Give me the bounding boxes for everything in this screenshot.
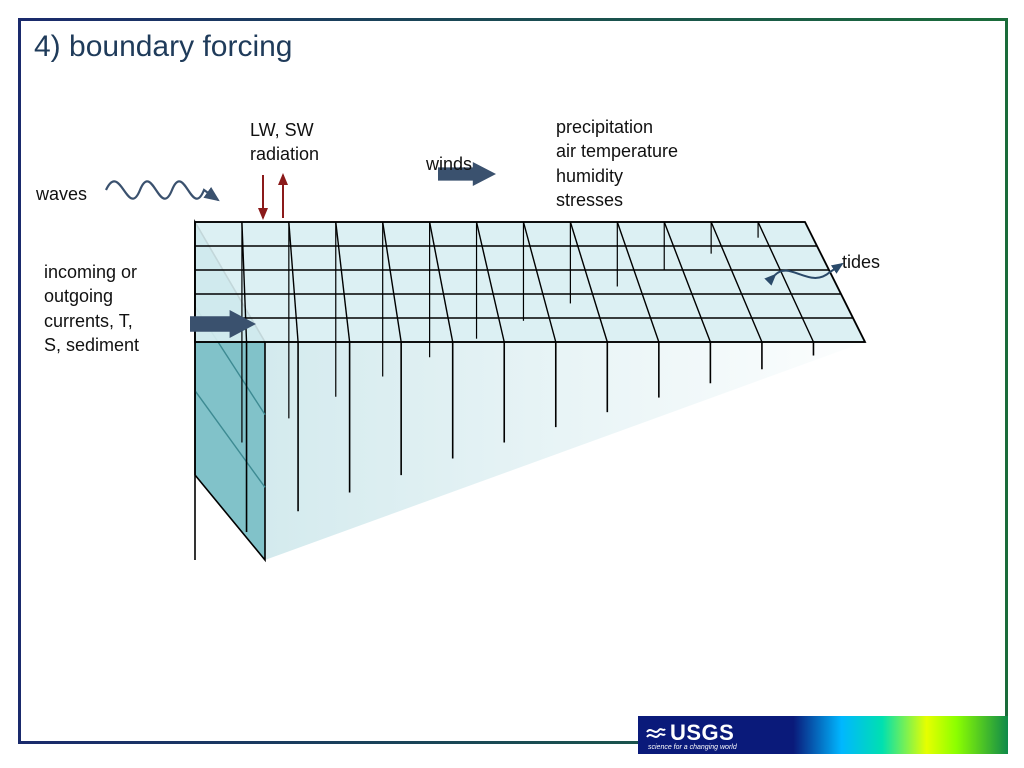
usgs-tagline: science for a changing world xyxy=(648,744,737,751)
diagram-canvas xyxy=(0,0,1024,768)
waves-label: waves xyxy=(36,182,87,206)
waves-icon xyxy=(106,181,218,200)
tides-label: tides xyxy=(842,250,880,274)
radiation-label: LW, SW radiation xyxy=(250,118,319,167)
currents-label: incoming or outgoing currents, T, S, sed… xyxy=(44,260,139,357)
usgs-logo: USGS xyxy=(646,720,737,746)
footer-logo-band: USGS science for a changing world xyxy=(638,716,1008,754)
ocean-mesh xyxy=(195,222,865,560)
usgs-wave-icon xyxy=(646,723,666,743)
winds-label: winds xyxy=(426,152,472,176)
atmosphere-label: precipitation air temperature humidity s… xyxy=(556,115,678,212)
usgs-text: USGS xyxy=(670,720,734,746)
